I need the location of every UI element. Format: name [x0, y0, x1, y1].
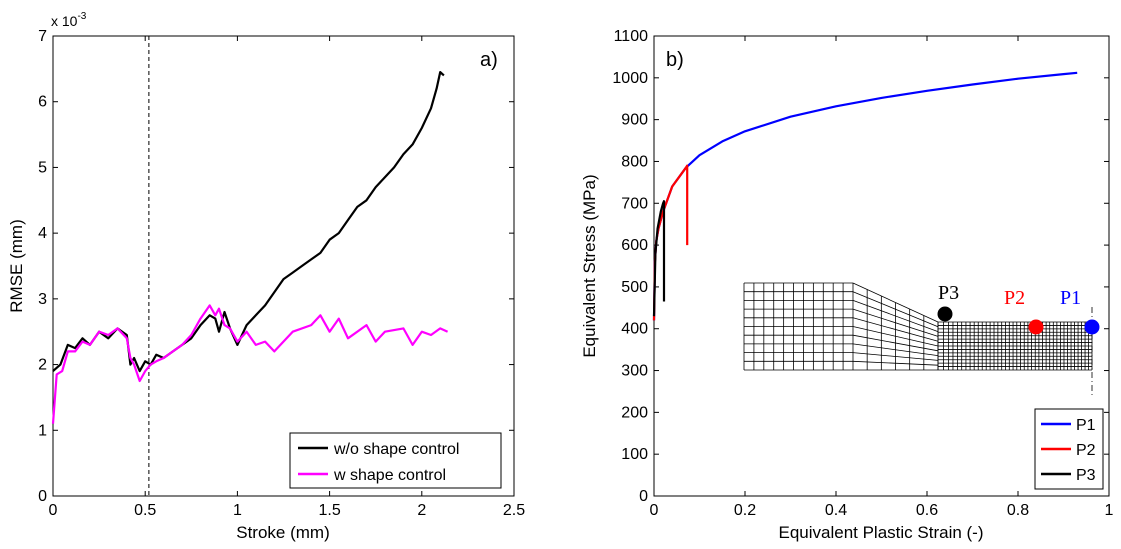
chart-a-frame — [52, 35, 515, 497]
chart-a-y-tick-label: 6 — [38, 94, 47, 111]
chart-b: 0 0.2 0.4 0.6 0.8 1 0 100 200 300 400 500 600 700 800 9… — [580, 28, 1114, 542]
chart-a-y-tick-label: 1 — [38, 422, 47, 439]
legend-label-wo-shape-control: w/o shape control — [333, 441, 459, 458]
point-label-p2: P2 — [1004, 287, 1025, 309]
chart-b-series-line-p3 — [652, 200, 666, 317]
point-label-p1: P1 — [1060, 287, 1081, 309]
legend-label-p2: P2 — [1076, 442, 1096, 459]
chart-b-x-tick-label: 0 — [650, 502, 659, 519]
legend-label-p1: P1 — [1076, 417, 1096, 434]
fe-mesh-inset — [743, 282, 1093, 395]
legend-label-p3: P3 — [1076, 467, 1096, 484]
marker-p3 — [937, 306, 953, 322]
chart-b-ticks: 0 0.2 0.4 0.6 0.8 1 0 100 200 300 400 500 600 700 800 9… — [612, 28, 1113, 519]
chart-b-x-tick-label: 0.6 — [916, 502, 938, 519]
chart-b-frame — [653, 35, 1110, 497]
chart-a-y-tick-label: 2 — [38, 357, 47, 374]
chart-b-x-tick-label: 0.4 — [825, 502, 847, 519]
chart-b-y-tick-label: 600 — [621, 237, 648, 254]
chart-a-y-tick-label: 0 — [38, 488, 47, 505]
chart-b-x-tick-label: 0.2 — [734, 502, 756, 519]
chart-a-x-tick-label: 1.5 — [318, 502, 340, 519]
chart-b-y-tick-label: 900 — [621, 112, 648, 129]
chart-a-x-tick-label: 2 — [417, 502, 426, 519]
chart-b-y-tick-label: 400 — [621, 321, 648, 338]
legend-label-w-shape-control: w shape control — [333, 467, 446, 484]
chart-b-y-tick-label: 700 — [621, 195, 648, 212]
chart-b-x-tick-label: 0.8 — [1007, 502, 1029, 519]
chart-a-series-line-w-shape-control — [51, 304, 449, 424]
chart-b-y-tick-label: 0 — [639, 488, 648, 505]
chart-a-y-tick-label: 7 — [38, 28, 47, 45]
marker-p2 — [1028, 319, 1044, 335]
chart-a-series — [51, 70, 449, 424]
chart-a-legend: w/o shape control w shape control — [289, 432, 502, 489]
chart-a: 0 0.5 1 1.5 2 2.5 0 1 2 3 4 5 6 7 a) x 10-3 Stroke (m… — [7, 11, 525, 542]
chart-b-y-tick-label: 200 — [621, 404, 648, 421]
chart-b-legend: P1 P2 P3 — [1034, 408, 1104, 490]
chart-b-y-tick-label: 300 — [621, 363, 648, 380]
marker-p1 — [1084, 319, 1100, 335]
chart-b-panel-label: b) — [666, 49, 684, 71]
chart-a-ticks: 0 0.5 1 1.5 2 2.5 0 1 2 3 4 5 6 7 — [38, 28, 525, 519]
chart-a-y-tick-label: 4 — [38, 225, 47, 242]
chart-a-y-multiplier: x 10-3 — [51, 11, 87, 29]
chart-a-x-axis-label: Stroke (mm) — [236, 523, 330, 542]
chart-a-y-tick-label: 3 — [38, 291, 47, 308]
chart-b-series — [652, 71, 1078, 321]
chart-b-y-tick-label: 1000 — [612, 70, 648, 87]
point-label-p3: P3 — [938, 282, 959, 304]
chart-a-y-axis-label: RMSE (mm) — [7, 219, 26, 312]
chart-a-x-tick-label: 2.5 — [503, 502, 525, 519]
chart-b-y-tick-label: 500 — [621, 279, 648, 296]
chart-a-legend-box — [289, 432, 502, 489]
chart-b-y-tick-label: 100 — [621, 446, 648, 463]
chart-b-y-axis-label: Equivalent Stress (MPa) — [580, 174, 599, 357]
chart-a-panel-label: a) — [480, 49, 498, 71]
chart-b-y-tick-label: 1100 — [614, 28, 649, 45]
chart-a-x-tick-label: 0.5 — [134, 502, 156, 519]
chart-a-x-tick-label: 0 — [49, 502, 58, 519]
chart-a-y-tick-label: 5 — [38, 159, 47, 176]
chart-b-x-tick-label: 1 — [1105, 502, 1114, 519]
chart-a-x-tick-label: 1 — [233, 502, 242, 519]
chart-b-x-axis-label: Equivalent Plastic Strain (-) — [778, 523, 983, 542]
chart-b-y-tick-label: 800 — [621, 153, 648, 170]
